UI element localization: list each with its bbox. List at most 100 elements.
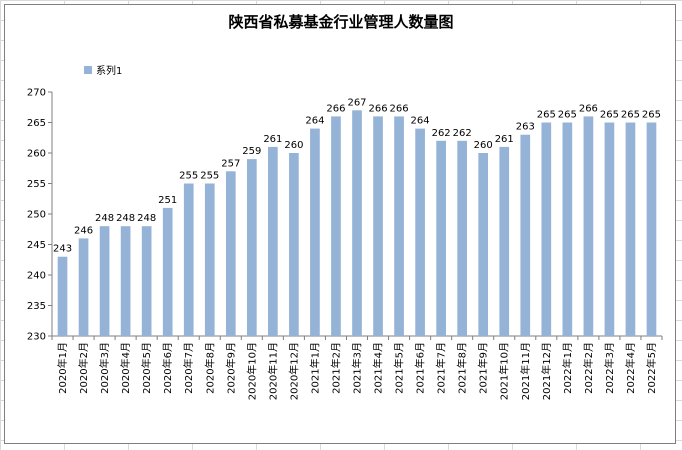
data-label: 262 [432,128,451,139]
x-tick-label: 2021年4月 [372,342,385,394]
bar[interactable] [331,116,341,337]
data-label: 257 [221,158,240,169]
data-label: 265 [537,110,556,121]
y-tick-label: 270 [27,88,46,99]
data-label: 266 [326,103,345,114]
data-label: 255 [200,171,219,182]
data-label: 266 [368,103,387,114]
y-tick-label: 240 [27,271,46,282]
x-tick-label: 2022年1月 [561,342,574,394]
y-tick-label: 250 [27,210,46,221]
data-label: 259 [242,146,261,157]
bar[interactable] [99,226,110,336]
data-label: 265 [642,110,661,121]
x-tick-label: 2021年9月 [477,342,490,394]
bar[interactable] [289,153,299,336]
x-tick-label: 2021年11月 [519,342,532,400]
data-label: 261 [263,134,282,145]
y-tick-label: 245 [27,240,46,251]
x-tick-label: 2020年6月 [161,342,174,394]
bar[interactable] [499,146,510,336]
x-tick-label: 2021年12月 [540,342,553,400]
x-tick-label: 2022年2月 [582,342,595,394]
bar[interactable] [457,140,468,336]
data-label: 264 [411,116,430,127]
legend[interactable]: 系列1 [84,64,122,77]
bar[interactable] [478,153,489,336]
y-tick-label: 230 [27,332,46,343]
x-tick-label: 2020年12月 [287,342,300,400]
bar[interactable] [78,238,89,336]
data-label: 267 [347,97,366,108]
bar[interactable] [373,116,383,337]
bar[interactable] [57,256,68,336]
bar[interactable] [394,116,404,337]
bar[interactable] [415,128,425,336]
y-tick-label: 265 [27,118,46,129]
y-tick-label: 260 [27,149,46,160]
data-label: 246 [74,225,93,236]
chart-title: 陕西省私募基金行业管理人数量图 [228,13,453,31]
bar[interactable] [604,122,615,337]
x-tick-label: 2022年5月 [645,342,658,394]
data-label: 251 [158,195,177,206]
data-label: 260 [284,140,303,151]
x-tick-label: 2022年3月 [603,342,616,394]
x-tick-label: 2021年8月 [456,342,469,394]
bar[interactable] [268,146,278,336]
bar[interactable] [225,171,236,336]
bar[interactable] [183,183,194,337]
x-tick-label: 2021年7月 [435,342,448,394]
x-tick-label: 2020年8月 [203,342,216,394]
bar[interactable] [310,128,320,336]
x-tick-label: 2022年4月 [624,342,637,394]
y-tick-label: 255 [27,179,46,190]
data-label: 266 [579,103,598,114]
bar[interactable] [562,122,573,337]
x-tick-label: 2021年2月 [329,342,342,394]
x-tick-label: 2021年1月 [308,342,321,394]
data-label: 265 [600,110,619,121]
bar[interactable] [436,140,446,336]
data-label: 248 [137,213,156,224]
bar[interactable] [120,226,131,336]
data-label: 262 [453,128,472,139]
bar[interactable] [583,116,594,337]
bar[interactable] [646,122,657,337]
bar[interactable] [246,159,257,336]
bar[interactable] [520,134,531,336]
data-label: 266 [390,103,409,114]
data-label: 248 [116,213,135,224]
x-tick-label: 2021年5月 [393,342,406,394]
data-label: 243 [53,244,72,255]
data-label: 265 [558,110,577,121]
data-label: 248 [95,213,114,224]
plot-area: 230 235 240 245 250 255 260 265 270 243 2020年1月 246… [27,88,663,400]
data-label: 261 [495,134,514,145]
bar[interactable] [541,122,552,337]
data-label: 264 [305,116,324,127]
x-tick-label: 2020年1月 [56,342,69,394]
x-tick-label: 2020年5月 [140,342,153,394]
bar[interactable] [204,183,215,337]
x-tick-label: 2020年9月 [224,342,237,394]
legend-swatch [84,66,92,74]
bar[interactable] [141,226,152,336]
data-label: 265 [621,110,640,121]
y-tick-label: 235 [27,301,46,312]
x-tick-label: 2021年3月 [351,342,364,394]
x-tick-label: 2021年10月 [498,342,511,400]
bar[interactable] [625,122,636,337]
x-tick-label: 2020年7月 [182,342,195,394]
data-label: 260 [474,140,493,151]
data-label: 263 [516,122,535,133]
x-tick-label: 2020年4月 [119,342,132,394]
data-label: 255 [179,171,198,182]
legend-label: 系列1 [96,64,122,77]
bar[interactable] [352,110,362,336]
x-tick-label: 2020年11月 [266,342,279,400]
x-tick-label: 2021年6月 [414,342,427,394]
bar[interactable] [162,207,173,336]
x-tick-label: 2020年2月 [77,342,90,394]
